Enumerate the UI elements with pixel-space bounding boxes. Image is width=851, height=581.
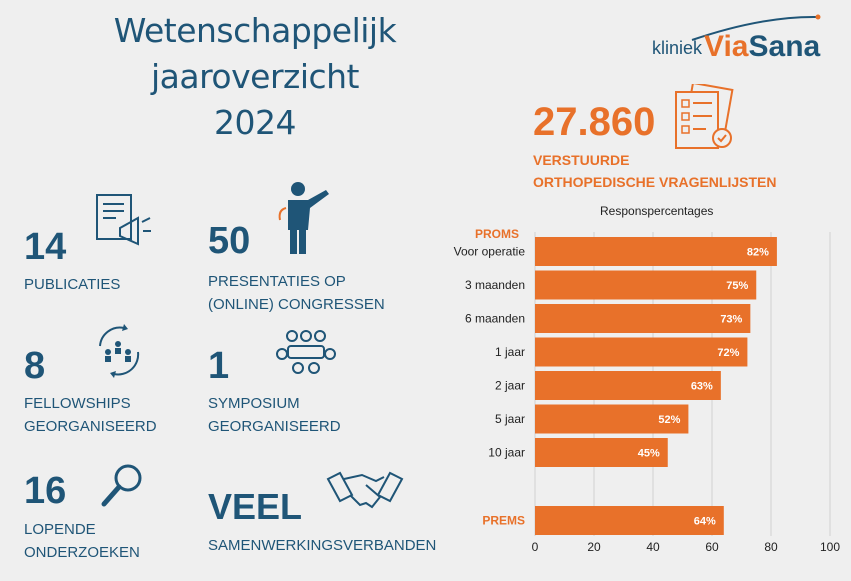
category-label: 5 jaar <box>495 412 525 426</box>
research-count: 16 <box>24 470 67 512</box>
presentations-label: PRESENTATIES OP (ONLINE) CONGRESSEN <box>208 270 385 316</box>
symposium-count: 1 <box>208 345 230 387</box>
questionnaires-label: VERSTUURDE ORTHOPEDISCHE VRAGENLIJSTEN <box>533 149 776 193</box>
bar <box>535 304 751 333</box>
symposium-label: SYMPOSIUM GEORGANISEERD <box>208 392 341 438</box>
bar <box>535 506 724 535</box>
data-label: 63% <box>691 381 713 393</box>
logo-name-part1: Via <box>704 30 749 63</box>
document-megaphone-icon <box>96 194 151 246</box>
category-label: 3 maanden <box>465 278 525 292</box>
x-tick-label: 100 <box>820 540 840 554</box>
research-label-line1: LOPENDE <box>24 521 96 538</box>
data-label: 82% <box>747 247 769 259</box>
x-tick-label: 60 <box>705 540 719 554</box>
fellowships-label-line1: FELLOWSHIPS <box>24 395 131 412</box>
data-label: 72% <box>717 347 739 359</box>
category-label: 1 jaar <box>495 345 525 359</box>
category-label: 2 jaar <box>495 379 525 393</box>
meeting-table-icon <box>276 330 336 374</box>
response-chart: 0 20 40 60 80 100 PROMS Voor operatie 82% 3 maand… <box>454 227 840 554</box>
x-tick-label: 80 <box>764 540 778 554</box>
x-tick-label: 0 <box>532 540 539 554</box>
questionnaires-label-line1: VERSTUURDE <box>533 152 630 168</box>
fellowships-label: FELLOWSHIPS GEORGANISEERD <box>24 392 157 438</box>
category-label: 6 maanden <box>465 312 525 326</box>
logo-name: ViaSana <box>704 30 820 64</box>
presentations-count: 50 <box>208 220 251 262</box>
data-label: 52% <box>658 414 680 426</box>
symposium-label-line2: GEORGANISEERD <box>208 418 341 435</box>
collaborations-label: SAMENWERKINGSVERBANDEN <box>208 534 436 557</box>
bar <box>535 371 721 400</box>
data-label: 75% <box>726 280 748 292</box>
team-cycle-icon <box>99 324 140 378</box>
publications-count: 14 <box>24 226 67 268</box>
chart-title: Responspercentages <box>600 204 714 218</box>
research-label: LOPENDE ONDERZOEKEN <box>24 518 140 564</box>
bar <box>535 237 777 266</box>
x-tick-label: 40 <box>646 540 660 554</box>
data-label: 45% <box>638 448 660 460</box>
logo-name-part2: Sana <box>748 30 821 63</box>
fellowships-count: 8 <box>24 345 46 387</box>
category-label: Voor operatie <box>454 245 526 259</box>
presentations-label-line2: (ONLINE) CONGRESSEN <box>208 296 385 313</box>
questionnaires-count: 27.860 <box>533 100 656 144</box>
bar <box>535 438 668 467</box>
title-line-2: 2024 <box>214 103 296 142</box>
fellowships-label-line2: GEORGANISEERD <box>24 418 157 435</box>
bar <box>535 270 757 300</box>
x-tick-label: 20 <box>587 540 601 554</box>
data-label: 64% <box>694 516 716 528</box>
questionnaires-label-line2: ORTHOPEDISCHE VRAGENLIJSTEN <box>533 174 777 190</box>
bar <box>535 337 748 367</box>
publications-label-line: PUBLICATIES <box>24 276 121 293</box>
questionnaire-icon <box>675 84 734 149</box>
research-label-line2: ONDERZOEKEN <box>24 544 140 561</box>
magnifier-icon <box>101 464 142 507</box>
title-line-1: Wetenschappelijk jaaroverzicht <box>113 11 397 96</box>
collaborations-count: VEEL <box>208 486 303 527</box>
logo-swoosh-icon <box>691 14 821 41</box>
publications-label: PUBLICATIES <box>24 273 120 296</box>
page-title: Wetenschappelijk jaaroverzicht 2024 <box>10 8 500 146</box>
category-label: 10 jaar <box>488 446 525 460</box>
group-label-proms: PROMS <box>475 227 519 241</box>
handshake-icon <box>326 471 404 509</box>
presenter-icon <box>278 182 329 254</box>
logo: kliniek ViaSana <box>652 14 822 70</box>
logo-prefix: kliniek <box>652 38 703 58</box>
symposium-label-line1: SYMPOSIUM <box>208 395 300 412</box>
bar <box>535 404 689 434</box>
data-label: 73% <box>720 314 742 326</box>
group-label-prems: PREMS <box>482 514 525 528</box>
collaborations-label-line: SAMENWERKINGSVERBANDEN <box>208 537 437 554</box>
presentations-label-line1: PRESENTATIES OP <box>208 273 346 290</box>
